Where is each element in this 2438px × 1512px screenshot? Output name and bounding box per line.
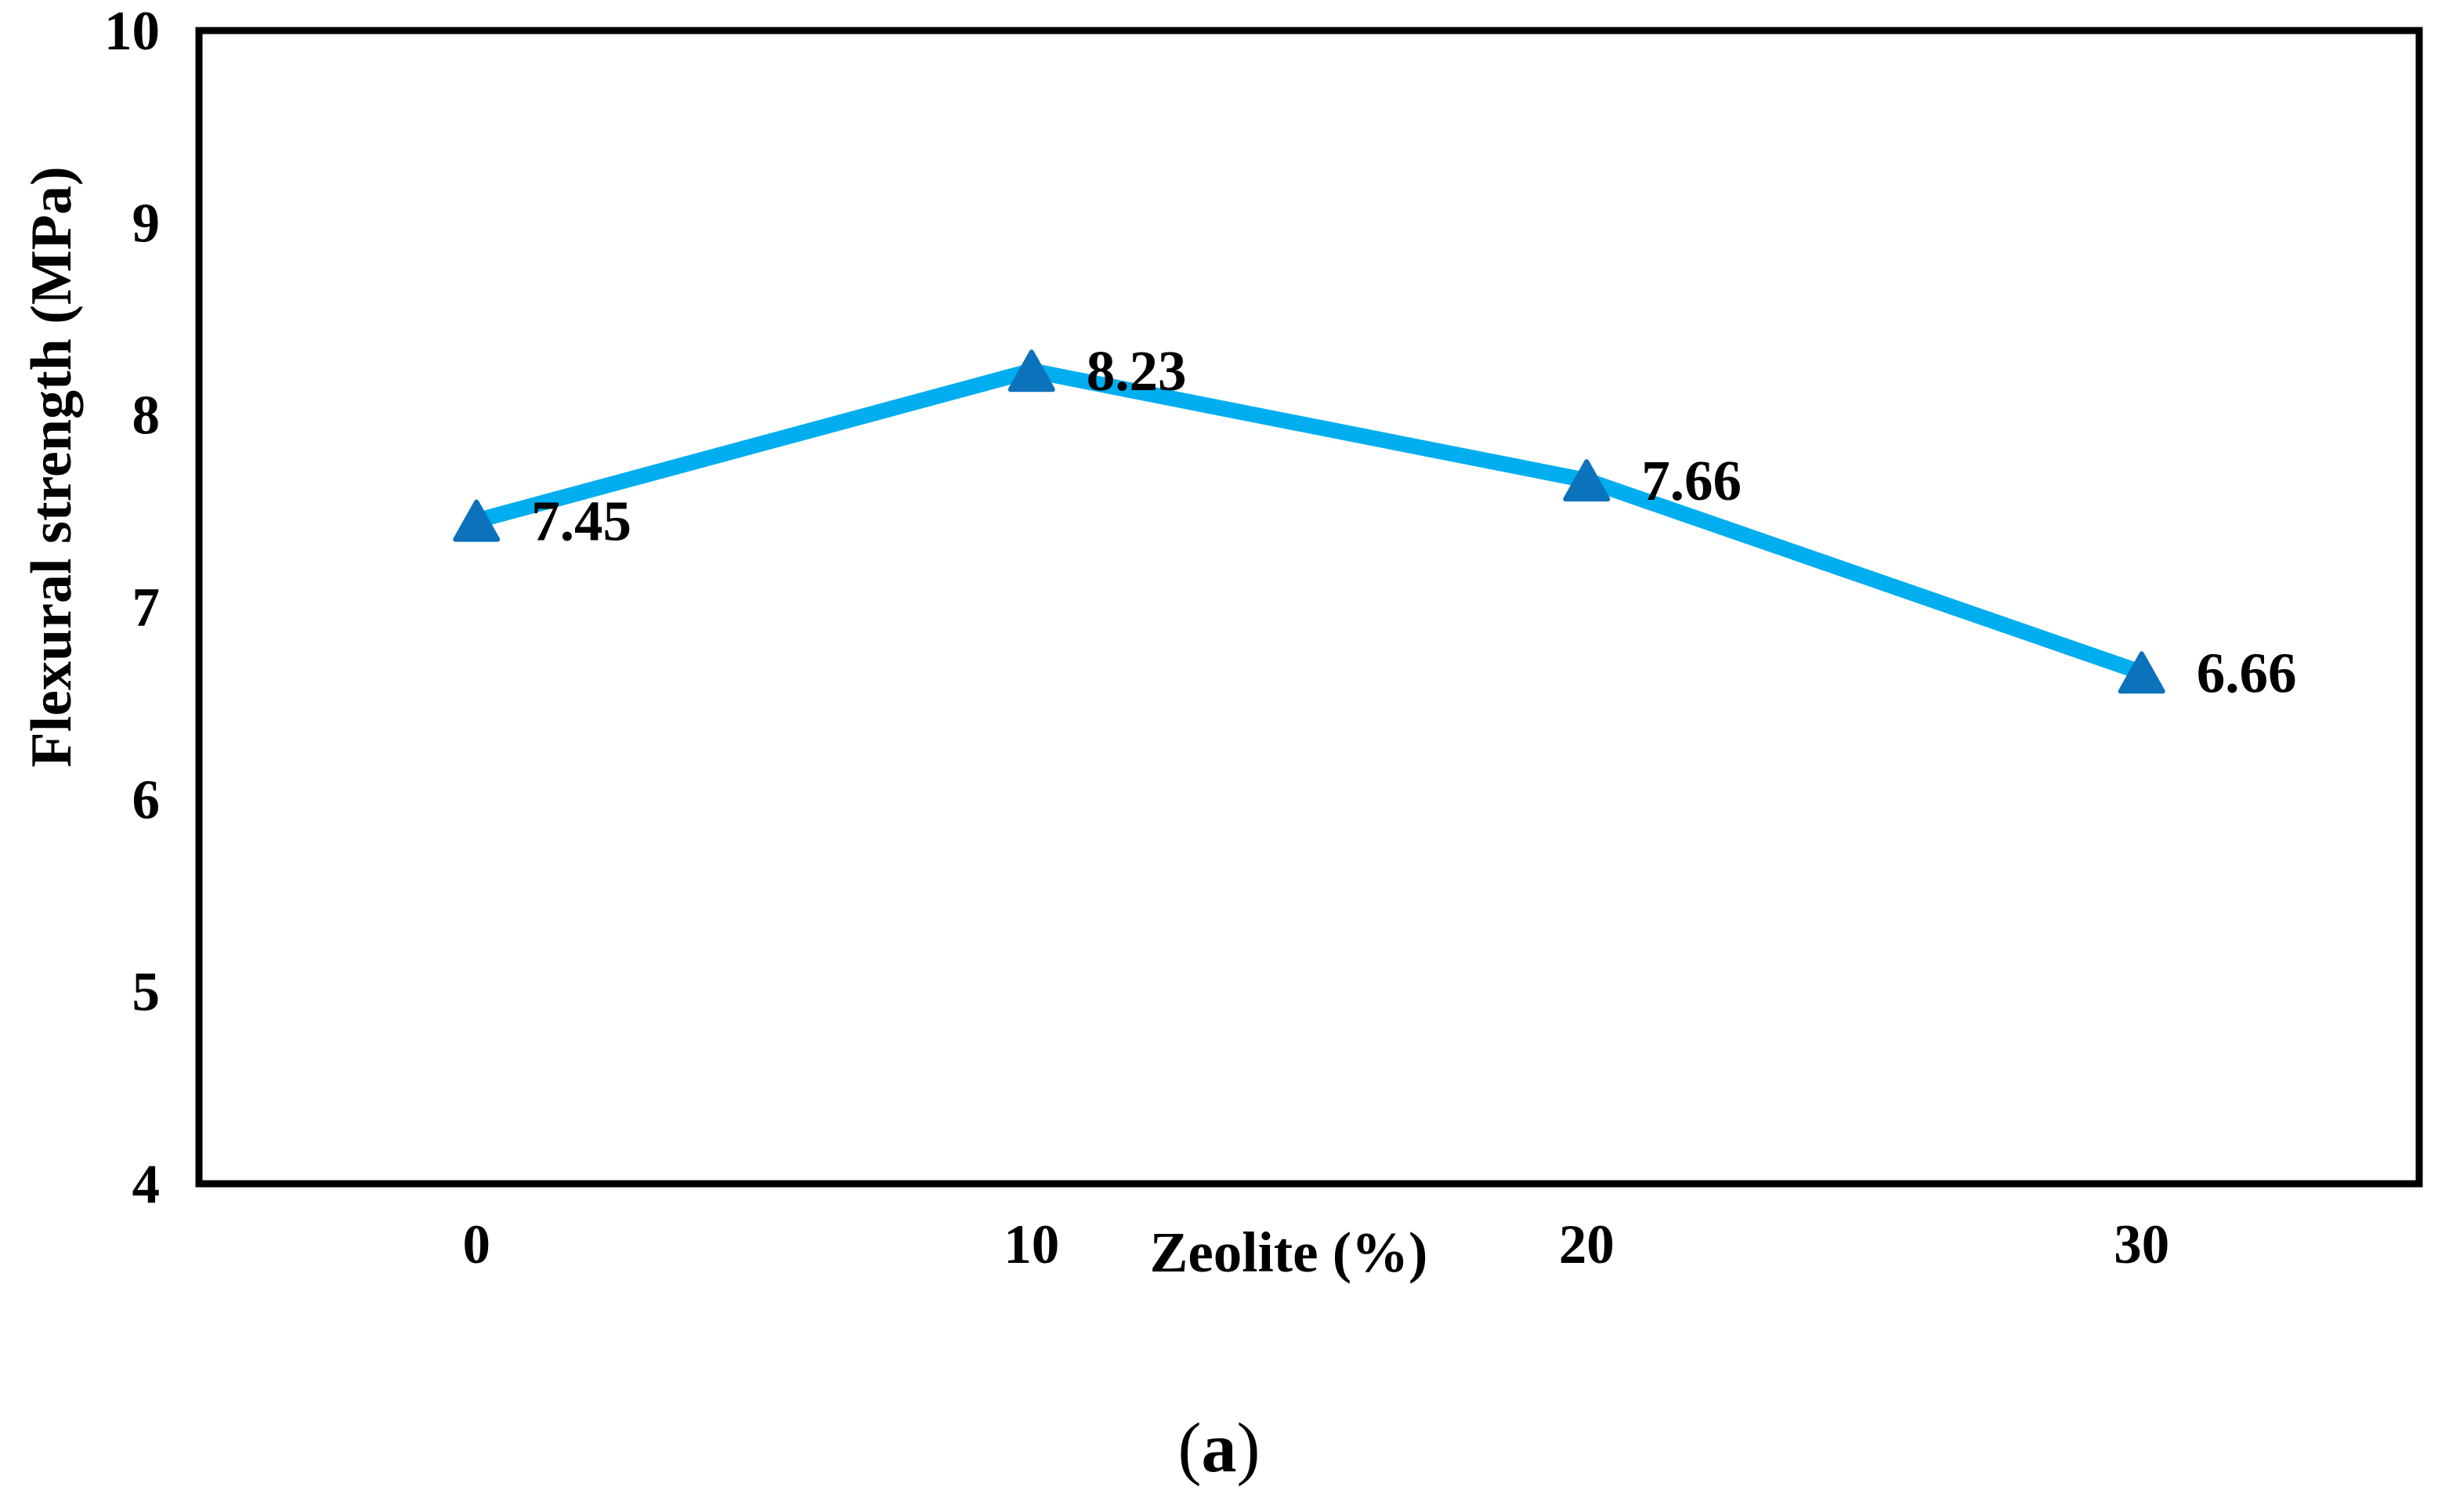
plot-area-border [195,27,2423,1188]
triangle-marker [1563,459,1611,502]
x-tick-label: 30 [2114,1214,2169,1275]
y-tick-label: 7 [132,577,161,638]
x-axis-title: Zeolite (%) [1150,1221,1428,1284]
y-tick-label: 5 [132,962,161,1023]
caption-open-paren: ( [1178,1409,1202,1487]
x-tick-label: 10 [1004,1214,1059,1275]
data-label: 7.66 [1641,449,1742,512]
y-axis-tick-labels: 4 5 6 7 8 9 10 [104,1,160,1215]
series-line [468,363,2150,681]
y-tick-label: 9 [132,193,161,254]
triangle-marker [453,499,501,542]
y-tick-label: 10 [104,1,160,62]
caption-letter: a [1202,1409,1237,1487]
x-axis-tick-labels: 0 10 20 30 [463,1214,2170,1275]
figure-caption: (a) [1178,1409,1261,1487]
data-label: 7.45 [531,490,631,553]
x-tick-label: 20 [1559,1214,1615,1275]
x-tick-label: 0 [463,1214,491,1275]
y-tick-label: 8 [132,385,161,447]
y-tick-label: 4 [132,1154,161,1215]
data-point-labels: 7.45 8.23 7.66 6.66 [531,339,2296,704]
y-axis-title: Flexural strength (MPa) [20,166,84,767]
series-markers [453,349,2165,694]
triangle-marker [2118,651,2165,694]
triangle-marker [1007,349,1055,392]
data-label: 8.23 [1087,339,1187,403]
data-label: 6.66 [2197,641,2297,704]
caption-close-paren: ) [1237,1409,1261,1487]
y-tick-label: 6 [132,769,161,830]
